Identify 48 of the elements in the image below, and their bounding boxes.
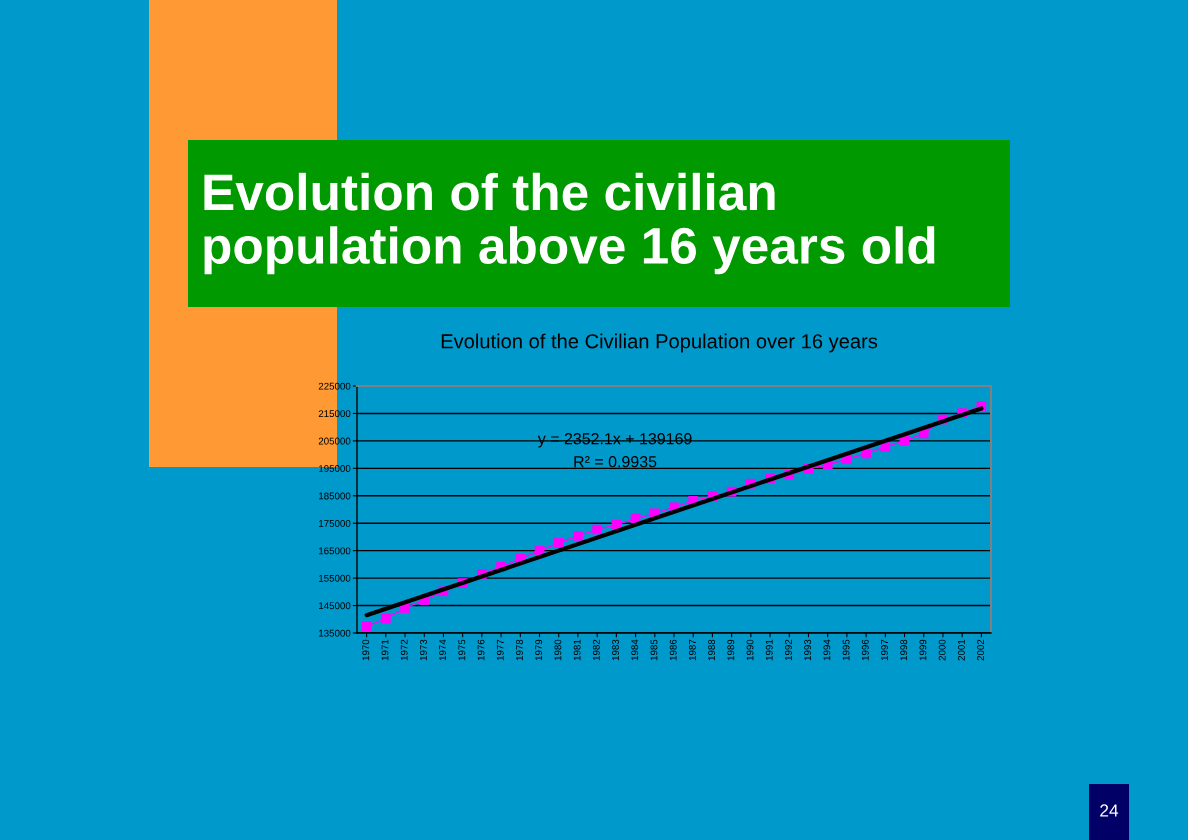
annotation: R² = 0.9935 — [574, 456, 657, 468]
text: 24 — [1100, 804, 1119, 817]
x-tick-label: 2000 — [938, 639, 946, 661]
point — [573, 530, 583, 541]
x-tick-label: 1973 — [419, 639, 427, 661]
x-tick-label: 1981 — [573, 639, 581, 661]
x-tick-label: 1983 — [612, 639, 619, 661]
x-tick-label: 1976 — [477, 639, 485, 661]
y-tick-label: 165000 — [319, 547, 351, 555]
x-tick-label: 1985 — [650, 639, 658, 661]
point — [592, 524, 603, 535]
x-tick-label: 1975 — [458, 639, 466, 661]
x-tick-label: 1986 — [669, 639, 677, 661]
x-tick-label: 1978 — [516, 639, 523, 661]
x-tick-label: 1991 — [765, 639, 773, 661]
y-tick-label: 185000 — [319, 492, 351, 500]
x-tick-label: 1977 — [496, 639, 504, 661]
x-tick-label: 1995 — [842, 639, 850, 661]
x-tick-label: 1982 — [592, 639, 600, 661]
x-tick-label: 1984 — [631, 639, 639, 661]
x-tick-label: 1988 — [708, 639, 716, 661]
x-tick-label: 1989 — [727, 639, 735, 661]
x-tick-label: 1970 — [362, 639, 370, 661]
x-tick-label: 1972 — [400, 639, 408, 661]
y-tick-label: 135000 — [319, 629, 351, 637]
x-tick-label: 1974 — [439, 639, 447, 661]
chart-title: Evolution of the civilian population above 16 years old — [204, 172, 935, 275]
point — [380, 613, 391, 624]
point — [553, 538, 564, 548]
x-tick-label: 1999 — [919, 639, 927, 661]
x-tick-label: 1993 — [804, 639, 812, 661]
x-tick-label: 1992 — [785, 639, 792, 661]
y-tick-label: 145000 — [319, 602, 351, 610]
x-tick-label: 1997 — [881, 639, 888, 661]
x-tick-label: 1990 — [746, 639, 754, 661]
y-tick-label: 175000 — [319, 519, 351, 527]
x-tick-label: 1987 — [688, 639, 696, 661]
y-tick-label: 155000 — [319, 574, 351, 582]
x-tick-label: 1979 — [535, 639, 543, 661]
x-tick-label: 1998 — [900, 639, 908, 661]
chart-subtitle: Evolution of the Civilian Population over 16 years — [441, 333, 878, 353]
x-tick-label: 2002 — [977, 639, 984, 661]
y-tick-label: 195000 — [319, 465, 351, 472]
x-tick-label: 1996 — [861, 639, 869, 661]
x-tick-label: 2001 — [957, 639, 965, 661]
x-tick-label: 1980 — [554, 639, 562, 661]
x-tick-label: 1994 — [823, 639, 831, 661]
x-tick-label: 1971 — [381, 639, 389, 661]
